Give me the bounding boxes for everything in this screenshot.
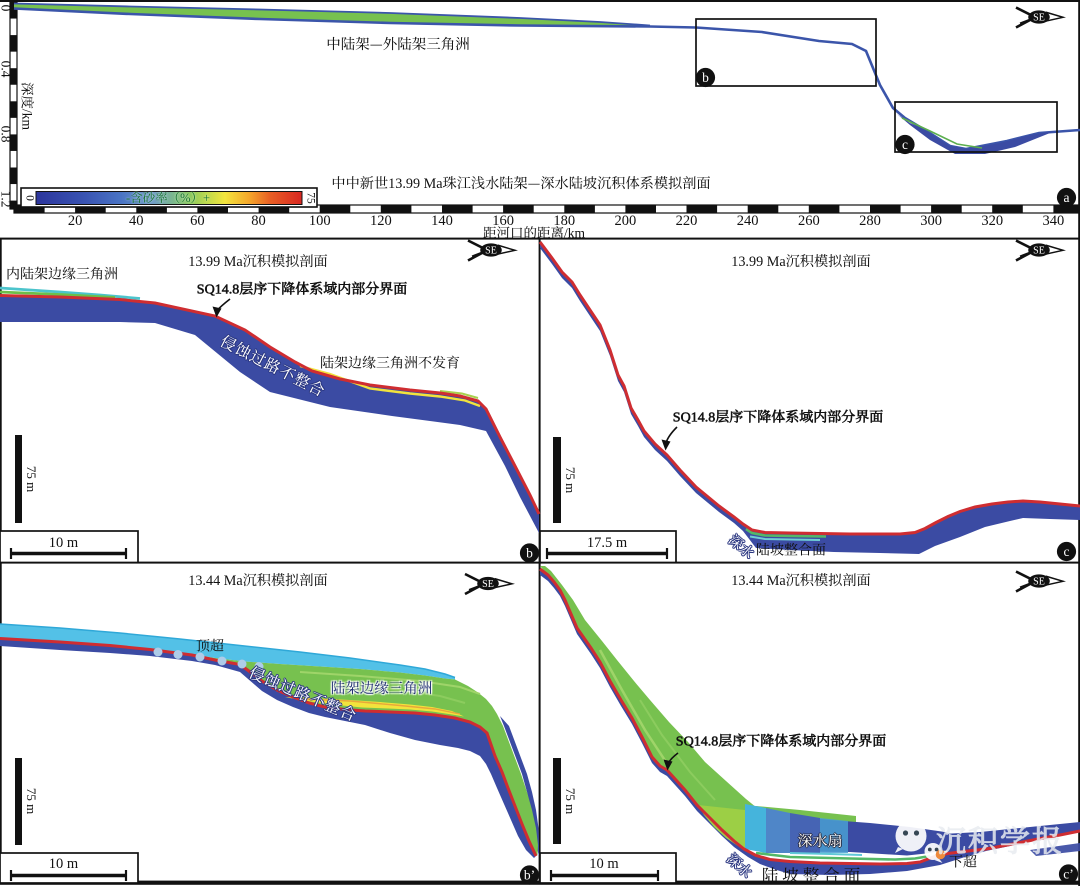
svg-text:c’: c’ — [1063, 867, 1074, 882]
svg-text:b: b — [702, 70, 709, 85]
svg-text:c: c — [902, 137, 908, 152]
svg-text:b’: b’ — [524, 868, 535, 883]
svg-text:a: a — [1064, 190, 1070, 205]
svg-text:b: b — [526, 546, 533, 561]
svg-text:c: c — [1064, 544, 1070, 559]
